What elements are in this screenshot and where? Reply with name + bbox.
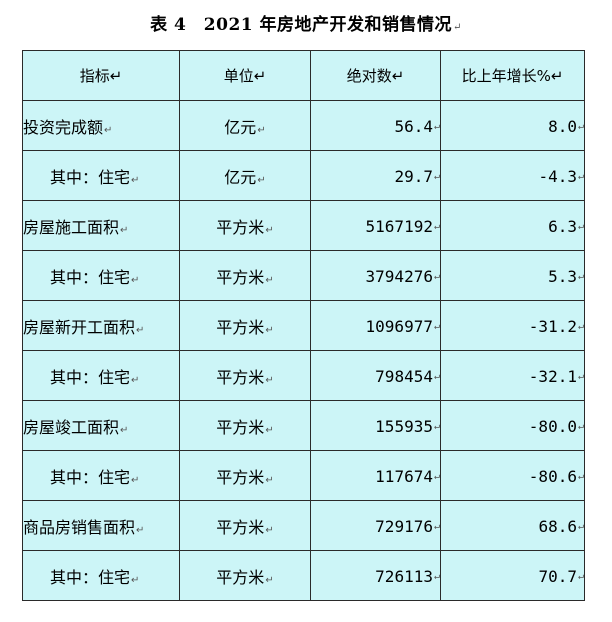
indicator-cell: 其中：住宅↵ [22,450,180,501]
growth-rate-cell: 70.7↵ [440,550,585,601]
indicator-cell: 其中：住宅↵ [22,250,180,301]
table-row: 其中：住宅↵ 平方米↵ 798454↵ -32.1↵ [22,350,585,401]
paragraph-mark-icon: ↵ [453,22,462,33]
absolute-value-cell: 729176↵ [310,500,441,551]
indicator-cell: 其中：住宅↵ [22,350,180,401]
real-estate-table: 指标↵ 单位↵ 绝对数↵ 比上年增长%↵ 投资完成额↵ 亿元↵ 56.4↵ 8.0↵ 其… [22,50,585,601]
unit-cell: 平方米↵ [179,450,311,501]
absolute-value-cell: 155935↵ [310,400,441,451]
table-row: 房屋竣工面积↵ 平方米↵ 155935↵ -80.0↵ [22,400,585,451]
table-row: 投资完成额↵ 亿元↵ 56.4↵ 8.0↵ [22,100,585,151]
absolute-value-cell: 798454↵ [310,350,441,401]
indicator-cell: 商品房销售面积↵ [22,500,180,551]
indicator-cell: 投资完成额↵ [22,100,180,151]
growth-rate-cell: 8.0↵ [440,100,585,151]
unit-cell: 平方米↵ [179,550,311,601]
table-row: 其中：住宅↵ 平方米↵ 726113↵ 70.7↵ [22,550,585,601]
table-row: 房屋新开工面积↵ 平方米↵ 1096977↵ -31.2↵ [22,300,585,351]
table-row: 房屋施工面积↵ 平方米↵ 5167192↵ 6.3↵ [22,200,585,251]
table-title-text: 表 4 2021 年房地产开发和销售情况 [150,15,453,35]
unit-cell: 亿元↵ [179,150,311,201]
table-row: 其中：住宅↵ 亿元↵ 29.7↵ -4.3↵ [22,150,585,201]
growth-rate-cell: 68.6↵ [440,500,585,551]
indicator-cell: 房屋新开工面积↵ [22,300,180,351]
growth-rate-cell: 5.3↵ [440,250,585,301]
unit-cell: 平方米↵ [179,400,311,451]
growth-rate-cell: -80.0↵ [440,400,585,451]
header-growth: 比上年增长%↵ [440,50,585,101]
growth-rate-cell: -31.2↵ [440,300,585,351]
unit-cell: 平方米↵ [179,200,311,251]
absolute-value-cell: 3794276↵ [310,250,441,301]
absolute-value-cell: 726113↵ [310,550,441,601]
indicator-cell: 房屋施工面积↵ [22,200,180,251]
absolute-value-cell: 29.7↵ [310,150,441,201]
table-row: 其中：住宅↵ 平方米↵ 3794276↵ 5.3↵ [22,250,585,301]
absolute-value-cell: 117674↵ [310,450,441,501]
header-indicator: 指标↵ [22,50,180,101]
indicator-cell: 其中：住宅↵ [22,550,180,601]
unit-cell: 平方米↵ [179,300,311,351]
indicator-cell: 其中：住宅↵ [22,150,180,201]
unit-cell: 平方米↵ [179,250,311,301]
table-header-row: 指标↵ 单位↵ 绝对数↵ 比上年增长%↵ [22,50,585,101]
header-absolute: 绝对数↵ [310,50,441,101]
table-row: 其中：住宅↵ 平方米↵ 117674↵ -80.6↵ [22,450,585,501]
growth-rate-cell: -80.6↵ [440,450,585,501]
growth-rate-cell: -32.1↵ [440,350,585,401]
indicator-cell: 房屋竣工面积↵ [22,400,180,451]
growth-rate-cell: -4.3↵ [440,150,585,201]
unit-cell: 平方米↵ [179,350,311,401]
header-unit: 单位↵ [179,50,311,101]
table-body: 投资完成额↵ 亿元↵ 56.4↵ 8.0↵ 其中：住宅↵ 亿元↵ 29.7↵ -4.3↵ 房屋施… [22,100,585,601]
unit-cell: 亿元↵ [179,100,311,151]
growth-rate-cell: 6.3↵ [440,200,585,251]
absolute-value-cell: 5167192↵ [310,200,441,251]
table-row: 商品房销售面积↵ 平方米↵ 729176↵ 68.6↵ [22,500,585,551]
table-title: 表 4 2021 年房地产开发和销售情况↵ [0,10,612,35]
absolute-value-cell: 56.4↵ [310,100,441,151]
unit-cell: 平方米↵ [179,500,311,551]
absolute-value-cell: 1096977↵ [310,300,441,351]
